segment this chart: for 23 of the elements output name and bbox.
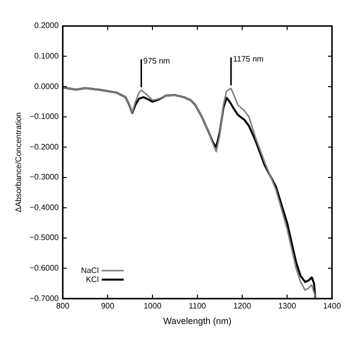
y-tick-label: −0.3000: [30, 172, 60, 182]
x-tick-label: 1200: [233, 302, 252, 311]
x-tick-label: 900: [100, 302, 115, 311]
annotation: 975 nm: [143, 56, 170, 66]
legend-label: KCl: [86, 274, 99, 284]
x-tick-label: 1400: [323, 302, 342, 311]
x-tick-label: 800: [56, 302, 70, 311]
y-axis-title: ΔAbsorbance/Concentration: [14, 112, 24, 212]
y-tick-label: −0.5000: [30, 233, 60, 242]
y-tick-label: 0.2000: [34, 21, 60, 30]
x-axis-title: Wavelength (nm): [163, 316, 232, 326]
y-tick-label: 0.1000: [34, 51, 60, 60]
y-tick-label: −0.7000: [30, 294, 60, 303]
y-tick-label: −0.6000: [30, 264, 60, 273]
y-tick-label: −0.2000: [30, 142, 60, 152]
y-tick-label: 0.0000: [34, 82, 60, 91]
annotation: 1175 nm: [233, 54, 264, 64]
x-tick-label: 1300: [278, 302, 297, 311]
x-tick-label: 1100: [188, 302, 207, 311]
y-tick-label: −0.4000: [30, 202, 60, 212]
legend-label: NaCl: [80, 266, 99, 275]
x-tick-label: 1000: [144, 302, 162, 311]
y-tick-label: −0.1000: [30, 112, 60, 122]
